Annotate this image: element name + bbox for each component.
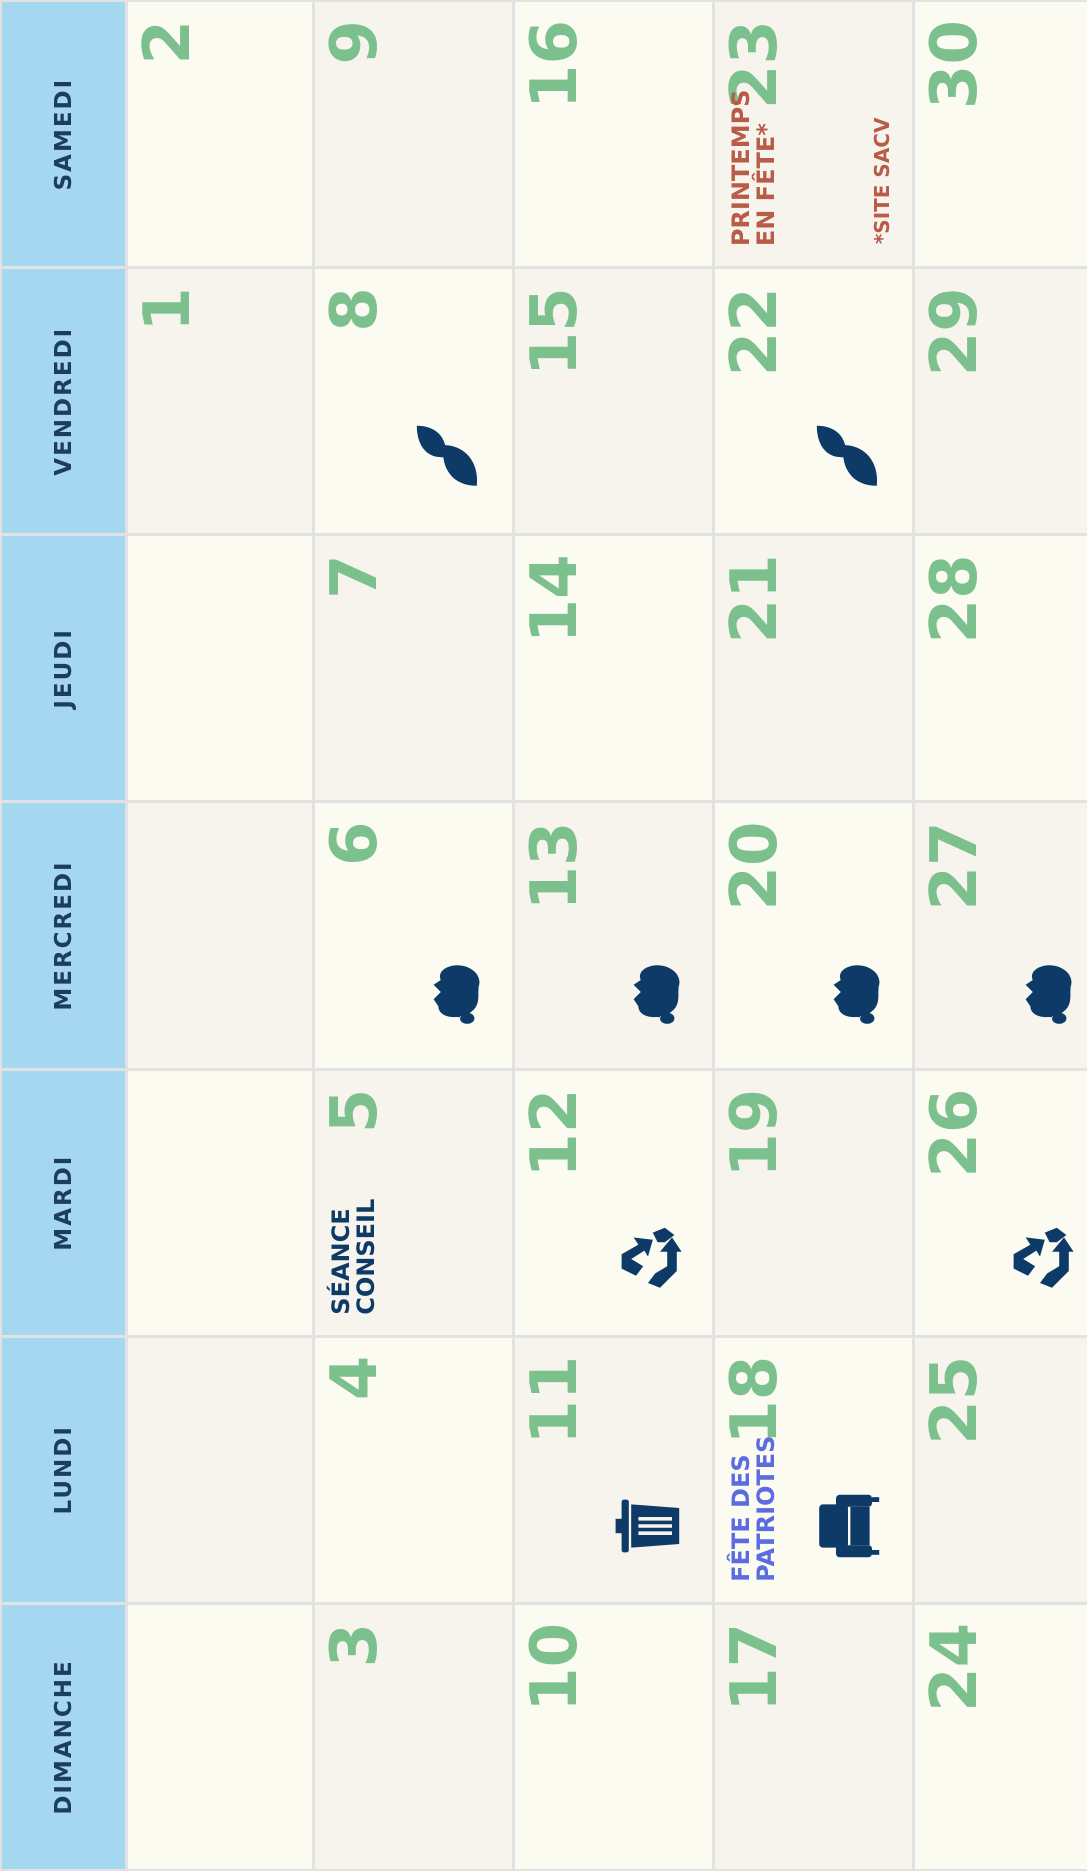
icon-apple (612, 956, 684, 1028)
day-cell: 26 (915, 1070, 1087, 1335)
event-line: EN FÊTE* (752, 123, 780, 247)
icon-trash (612, 1490, 684, 1562)
icon-recycle (1004, 1223, 1076, 1295)
event-line: PRINTEMPS (727, 89, 755, 247)
day-number: 29 (918, 287, 992, 377)
day-cell: 8 (315, 269, 512, 534)
event: SÉANCE CONSEIL (327, 1198, 380, 1315)
day-number: 19 (718, 1088, 792, 1178)
day-number: 24 (918, 1622, 992, 1712)
day-number: 8 (318, 287, 392, 332)
day-cell (128, 803, 312, 1068)
icon-leaf (812, 421, 884, 493)
day-number: 7 (318, 554, 392, 599)
day-header: VENDREDI (2, 269, 125, 534)
day-cell: 30 (915, 2, 1087, 267)
day-number: 10 (518, 1622, 592, 1712)
day-header: MARDI (2, 1070, 125, 1335)
day-cell: 12 (515, 1070, 712, 1335)
day-cell: 10 (515, 1604, 712, 1869)
icon-leaf (412, 421, 484, 493)
day-cell: 24 (915, 1604, 1087, 1869)
day-header: SAMEDI (2, 2, 125, 267)
day-cell: 1 (128, 269, 312, 534)
day-cell (128, 536, 312, 801)
day-number: 27 (918, 821, 992, 911)
icon-recycle (612, 1223, 684, 1295)
day-cell: 5 SÉANCE CONSEIL (315, 1070, 512, 1335)
day-cell (128, 1604, 312, 1869)
day-number: 25 (918, 1355, 992, 1445)
day-cell: 7 (315, 536, 512, 801)
event: FÊTE DES PATRIOTES (727, 1435, 780, 1582)
day-number: 30 (918, 20, 992, 110)
day-cell: 16 (515, 2, 712, 267)
day-number: 26 (918, 1088, 992, 1178)
day-number: 5 (318, 1088, 392, 1134)
day-cell: 9 (315, 2, 512, 267)
event-line: SÉANCE (327, 1208, 355, 1315)
day-number: 21 (718, 554, 792, 644)
day-number: 14 (518, 554, 592, 644)
event-line: PATRIOTES (752, 1435, 780, 1582)
day-cell: 2 (128, 2, 312, 267)
day-cell: 21 (715, 536, 912, 801)
day-number: 18 (718, 1355, 792, 1445)
day-cell: 13 (515, 803, 712, 1068)
day-cell: 22 (715, 269, 912, 534)
day-cell: 27 (915, 803, 1087, 1068)
day-cell: 23 PRINTEMPS EN FÊTE* *SITE SACV (715, 2, 912, 267)
day-cell: 6 (315, 803, 512, 1068)
day-number: 22 (718, 287, 792, 377)
event-line: CONSEIL (352, 1198, 380, 1315)
event-line: FÊTE DES (727, 1454, 755, 1582)
icon-couch (812, 1490, 884, 1562)
day-cell (128, 1337, 312, 1602)
day-cell: 11 (515, 1337, 712, 1602)
event: PRINTEMPS EN FÊTE* (727, 89, 780, 247)
day-cell: 25 (915, 1337, 1087, 1602)
day-number: 15 (518, 287, 592, 377)
day-cell: 18 FÊTE DES PATRIOTES (715, 1337, 912, 1602)
day-number: 2 (131, 20, 205, 65)
day-number: 17 (718, 1622, 792, 1712)
day-cell: 3 (315, 1604, 512, 1869)
day-number: 12 (518, 1088, 592, 1178)
day-cell: 15 (515, 269, 712, 534)
icon-apple (812, 956, 884, 1028)
icon-apple (412, 956, 484, 1028)
day-number: 6 (318, 821, 392, 866)
day-number: 4 (318, 1355, 392, 1401)
day-cell: 14 (515, 536, 712, 801)
day-cell: 4 (315, 1337, 512, 1602)
day-cell: 19 (715, 1070, 912, 1335)
day-cell (128, 1070, 312, 1335)
day-number: 13 (518, 821, 592, 911)
icon-apple (1004, 956, 1076, 1028)
day-cell: 20 (715, 803, 912, 1068)
event-note: *SITE SACV (870, 117, 894, 245)
day-number: 28 (918, 554, 992, 644)
day-cell: 29 (915, 269, 1087, 534)
day-number: 1 (131, 287, 205, 332)
day-cell: 28 (915, 536, 1087, 801)
day-header: MERCREDI (2, 803, 125, 1068)
day-header: LUNDI (2, 1337, 125, 1602)
day-number: 20 (718, 821, 792, 911)
day-number: 16 (518, 20, 592, 110)
day-cell: 17 (715, 1604, 912, 1869)
day-number: 9 (318, 20, 392, 65)
day-header: JEUDI (2, 536, 125, 801)
day-header: DIMANCHE (2, 1604, 125, 1869)
day-number: 11 (518, 1355, 592, 1445)
day-number: 3 (318, 1622, 392, 1668)
